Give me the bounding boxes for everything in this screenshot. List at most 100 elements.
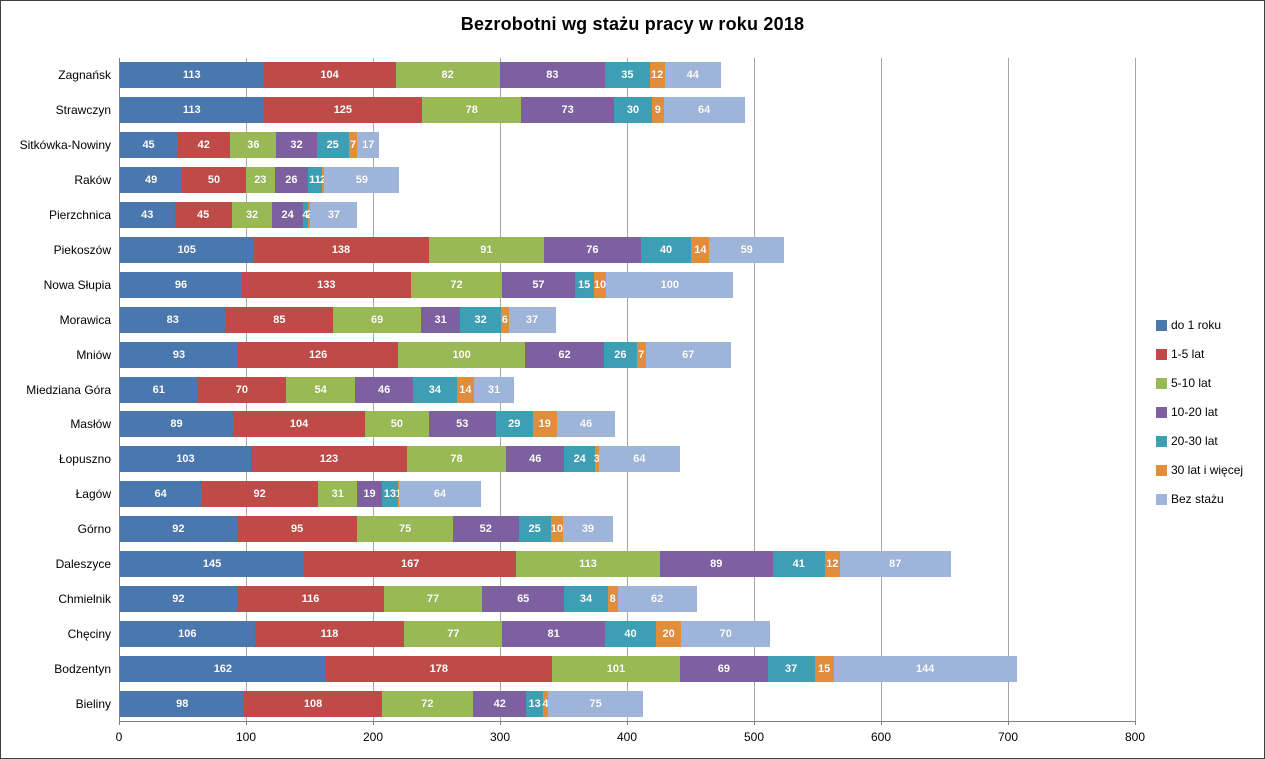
bar-segment: 29	[495, 411, 533, 437]
category-label: Masłów	[70, 417, 111, 431]
bar-value-label: 67	[682, 349, 695, 361]
bar-segment: 37	[310, 202, 358, 228]
bar-segment: 15	[574, 272, 594, 298]
bar-segment: 6	[500, 307, 509, 333]
bar-segment: 35	[605, 62, 650, 88]
bar-segment: 93	[120, 342, 239, 368]
bar-row: 92 116 77 65 34 8 62	[120, 586, 697, 612]
bar-row: 89 104 50 53 29 19 46	[120, 411, 616, 437]
bar-segment: 25	[518, 516, 551, 542]
bar-value-label: 62	[558, 349, 571, 361]
bar-value-label: 104	[289, 418, 309, 430]
bar-segment: 133	[241, 272, 411, 298]
bar-segment: 167	[304, 551, 517, 577]
bar-segment: 2	[320, 167, 327, 193]
bar-segment: 14	[691, 237, 710, 263]
bar-value-label: 45	[197, 209, 210, 221]
bar-segment: 59	[324, 167, 400, 193]
bar-segment: 104	[263, 62, 396, 88]
legend-label: 5-10 lat	[1171, 376, 1212, 390]
bar-row: 162 178 101 69 37 15 144	[120, 656, 1017, 682]
bar-segment: 83	[120, 307, 226, 333]
bar-value-label: 24	[573, 453, 586, 465]
bar-value-label: 6	[501, 314, 508, 326]
bar-segment: 1	[396, 481, 402, 507]
bar-segment: 31	[474, 377, 514, 403]
bar-segment: 106	[120, 621, 255, 647]
bar-segment: 10	[593, 272, 607, 298]
bar-segment: 64	[399, 481, 481, 507]
bar-value-label: 70	[235, 384, 249, 396]
bar-value-label: 17	[362, 139, 375, 151]
legend-swatch	[1156, 319, 1167, 331]
category-label: Strawczyn	[55, 103, 111, 117]
bar-value-label: 24	[281, 209, 294, 221]
bar-segment: 45	[120, 132, 178, 158]
category-label: Zagnańsk	[58, 68, 111, 82]
bar-value-label: 31	[434, 314, 447, 326]
bar-row: 145 167 113 89 41 12 87	[120, 551, 951, 577]
bar-segment: 17	[357, 132, 380, 158]
bar-value-label: 46	[378, 384, 391, 396]
bar-value-label: 144	[915, 663, 935, 675]
category-label: Miedziana Góra	[26, 383, 111, 397]
bar-segment: 7	[636, 342, 646, 368]
bar-row: 105 138 91 76 40 14 59	[120, 237, 785, 263]
bar-value-label: 10	[550, 523, 563, 535]
x-tick-label: 300	[489, 730, 511, 744]
bar-row: 45 42 36 32 25 7 17	[120, 132, 380, 158]
bar-segment: 43	[120, 202, 175, 228]
bar-segment: 113	[120, 97, 264, 123]
bar-value-label: 10	[593, 279, 607, 291]
category-label: Sitkówka-Nowiny	[19, 138, 111, 152]
legend-swatch	[1156, 464, 1167, 476]
bar-segment: 30	[614, 97, 653, 123]
bar-segment: 34	[413, 377, 457, 403]
bar-segment: 44	[664, 62, 721, 88]
bar-value-label: 101	[606, 663, 626, 675]
bar-value-label: 14	[694, 244, 707, 256]
bar-value-label: 25	[326, 139, 339, 151]
x-tick-label: 0	[115, 730, 123, 744]
bar-segment: 91	[428, 237, 545, 263]
bar-value-label: 9	[654, 104, 661, 116]
bar-value-label: 34	[579, 593, 593, 605]
gridline	[754, 58, 755, 721]
bar-value-label: 104	[320, 69, 339, 81]
bar-segment: 41	[772, 551, 825, 577]
bar-segment: 42	[473, 691, 527, 717]
axis-tickmark	[881, 721, 882, 725]
bar-segment: 162	[120, 656, 326, 682]
bar-value-label: 113	[182, 69, 201, 81]
bar-value-label: 73	[561, 104, 574, 116]
bar-segment: 13	[381, 481, 399, 507]
bar-value-label: 29	[508, 418, 521, 430]
bar-segment: 104	[233, 411, 366, 437]
bar-value-label: 40	[659, 244, 673, 256]
bar-value-label: 145	[202, 558, 222, 570]
bar-segment: 3	[594, 446, 600, 472]
bar-segment: 32	[276, 132, 317, 158]
bar-value-label: 40	[624, 628, 637, 640]
bar-segment: 77	[404, 621, 503, 647]
bar-value-label: 83	[166, 314, 179, 326]
gridline	[1135, 58, 1136, 721]
bar-value-label: 25	[528, 523, 541, 535]
category-label: Piekoszów	[53, 243, 111, 257]
bar-segment: 85	[225, 307, 334, 333]
bar-segment: 116	[236, 586, 385, 612]
bar-segment: 76	[544, 237, 641, 263]
bar-value-label: 36	[247, 139, 260, 151]
bar-segment: 75	[547, 691, 644, 717]
bar-segment: 105	[120, 237, 254, 263]
bar-value-label: 75	[589, 698, 602, 710]
bar-value-label: 2	[320, 174, 327, 186]
bar-value-label: 61	[152, 384, 165, 396]
bar-segment: 39	[563, 516, 613, 542]
bar-value-label: 20	[662, 628, 675, 640]
bar-value-label: 92	[172, 593, 185, 605]
bar-segment: 77	[384, 586, 482, 612]
bar-value-label: 15	[818, 663, 831, 675]
bar-segment: 178	[325, 656, 552, 682]
